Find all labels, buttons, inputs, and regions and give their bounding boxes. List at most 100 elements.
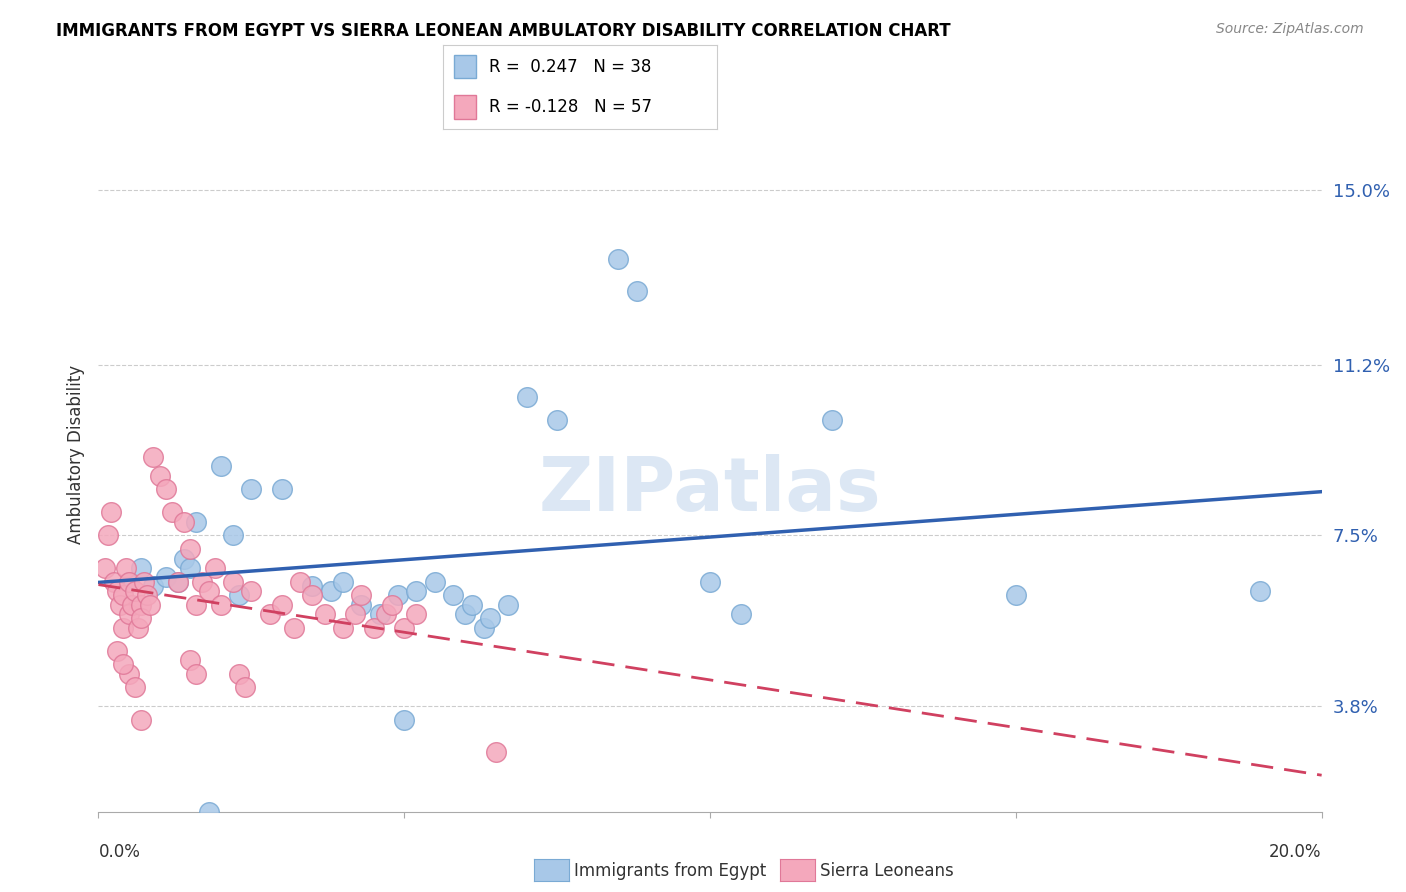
Point — [228, 588, 250, 602]
Point — [136, 588, 159, 602]
Point — [344, 607, 367, 621]
Point — [374, 607, 396, 621]
Point — [129, 560, 152, 574]
Point — [167, 574, 190, 589]
Point — [97, 528, 120, 542]
Point — [699, 574, 721, 589]
Point — [197, 805, 219, 819]
Point — [240, 583, 263, 598]
Text: ZIPatlas: ZIPatlas — [538, 454, 882, 527]
Point — [111, 588, 134, 602]
Point — [93, 560, 115, 574]
Point — [460, 598, 482, 612]
Point — [139, 598, 162, 612]
Point — [124, 681, 146, 695]
Point — [179, 653, 201, 667]
Point — [405, 583, 427, 598]
Point — [350, 588, 373, 602]
Point — [270, 483, 294, 497]
Point — [111, 621, 134, 635]
Point — [118, 607, 141, 621]
Text: Immigrants from Egypt: Immigrants from Egypt — [574, 862, 766, 880]
Point — [105, 643, 128, 657]
Point — [1004, 588, 1026, 602]
Point — [363, 621, 385, 635]
Point — [134, 574, 156, 589]
Point — [111, 657, 134, 672]
Point — [160, 506, 183, 520]
Point — [155, 483, 177, 497]
Point — [821, 413, 844, 427]
Text: 20.0%: 20.0% — [1270, 843, 1322, 861]
Point — [301, 579, 323, 593]
Point — [222, 574, 245, 589]
Point — [191, 574, 214, 589]
Point — [186, 666, 208, 681]
Point — [478, 611, 501, 625]
Point — [516, 390, 538, 404]
Point — [240, 483, 263, 497]
Point — [485, 745, 508, 759]
Point — [173, 515, 195, 529]
Point — [392, 713, 416, 727]
Text: IMMIGRANTS FROM EGYPT VS SIERRA LEONEAN AMBULATORY DISABILITY CORRELATION CHART: IMMIGRANTS FROM EGYPT VS SIERRA LEONEAN … — [56, 22, 950, 40]
Point — [496, 598, 519, 612]
Point — [142, 579, 165, 593]
Y-axis label: Ambulatory Disability: Ambulatory Disability — [66, 366, 84, 544]
Point — [441, 588, 464, 602]
Point — [103, 574, 125, 589]
Point — [368, 607, 391, 621]
Text: Source: ZipAtlas.com: Source: ZipAtlas.com — [1216, 22, 1364, 37]
Point — [350, 598, 373, 612]
Point — [607, 252, 630, 267]
Point — [118, 666, 141, 681]
Point — [100, 506, 122, 520]
Point — [173, 551, 195, 566]
Point — [233, 681, 256, 695]
Point — [155, 570, 177, 584]
Point — [186, 598, 208, 612]
Point — [626, 285, 648, 299]
Point — [127, 621, 149, 635]
Point — [129, 598, 152, 612]
Text: R =  0.247   N = 38: R = 0.247 N = 38 — [489, 58, 652, 76]
Point — [179, 560, 201, 574]
Point — [270, 598, 294, 612]
Point — [209, 459, 232, 474]
Point — [332, 621, 354, 635]
Point — [129, 611, 152, 625]
FancyBboxPatch shape — [454, 54, 475, 78]
Point — [115, 560, 138, 574]
Point — [197, 583, 219, 598]
Point — [423, 574, 446, 589]
Point — [186, 515, 208, 529]
Point — [319, 583, 342, 598]
Point — [405, 607, 427, 621]
FancyBboxPatch shape — [454, 95, 475, 120]
Point — [124, 583, 146, 598]
Point — [129, 713, 152, 727]
Text: R = -0.128   N = 57: R = -0.128 N = 57 — [489, 98, 652, 116]
Point — [387, 588, 409, 602]
Point — [118, 574, 141, 589]
Point — [142, 450, 165, 465]
Point — [283, 621, 305, 635]
Point — [105, 583, 128, 598]
Point — [209, 598, 232, 612]
Point — [472, 621, 495, 635]
Point — [204, 560, 226, 574]
Point — [290, 574, 312, 589]
Point — [1250, 583, 1272, 598]
Point — [179, 542, 201, 557]
Point — [381, 598, 404, 612]
Point — [228, 666, 250, 681]
Text: 0.0%: 0.0% — [98, 843, 141, 861]
Point — [730, 607, 752, 621]
Text: Sierra Leoneans: Sierra Leoneans — [820, 862, 953, 880]
Point — [314, 607, 336, 621]
Point — [121, 598, 143, 612]
Point — [222, 528, 245, 542]
Point — [546, 413, 568, 427]
Point — [259, 607, 281, 621]
Point — [118, 574, 141, 589]
